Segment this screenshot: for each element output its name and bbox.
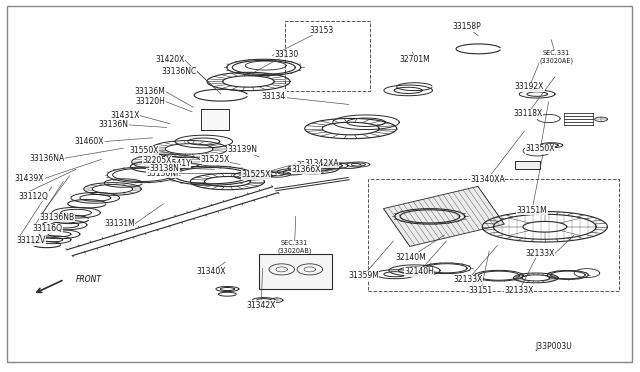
Text: 31541Y: 31541Y [163, 158, 191, 167]
Text: 33131M: 33131M [104, 219, 135, 228]
Text: 33192X: 33192X [515, 82, 544, 91]
Text: SEC.331
(33020AE): SEC.331 (33020AE) [540, 50, 573, 64]
Text: 33158P: 33158P [452, 22, 481, 31]
Text: 33134: 33134 [296, 161, 321, 170]
Text: 32205X: 32205X [143, 156, 172, 165]
Text: 33118X: 33118X [513, 109, 542, 118]
Text: 33138N: 33138N [150, 164, 179, 173]
FancyBboxPatch shape [200, 109, 228, 130]
Text: 33136NA: 33136NA [29, 154, 65, 163]
Text: 33134: 33134 [262, 92, 286, 101]
Text: 33151: 33151 [469, 286, 493, 295]
Text: 33136M: 33136M [134, 87, 166, 96]
Text: 31350X: 31350X [525, 144, 555, 153]
Text: 31525X: 31525X [200, 155, 229, 164]
Text: 33153: 33153 [310, 26, 334, 35]
Text: 31340X: 31340X [196, 267, 226, 276]
Text: 31340XA: 31340XA [470, 175, 505, 184]
Text: 31550X: 31550X [129, 146, 159, 155]
Text: 33139N: 33139N [227, 145, 257, 154]
Text: 32701M: 32701M [399, 55, 430, 64]
Text: 31342XA: 31342XA [304, 158, 339, 167]
FancyBboxPatch shape [259, 254, 332, 289]
Text: 31366X: 31366X [291, 165, 321, 174]
Text: 33112Q: 33112Q [19, 192, 49, 201]
Text: J33P003U: J33P003U [536, 341, 572, 350]
Text: 31359M: 31359M [348, 271, 379, 280]
Text: 31342X: 31342X [246, 301, 276, 310]
Text: 31525X: 31525X [241, 170, 271, 179]
Text: SEC.331
(33020AB): SEC.331 (33020AB) [277, 240, 312, 254]
Text: 33116Q: 33116Q [33, 224, 63, 233]
Text: 33112V: 33112V [17, 236, 46, 246]
Text: 33136N: 33136N [99, 121, 129, 129]
Text: 32140H: 32140H [404, 267, 434, 276]
Text: 33120H: 33120H [136, 97, 166, 106]
Text: FRONT: FRONT [76, 275, 102, 284]
Text: FRONT: FRONT [76, 275, 102, 284]
Text: 33151M: 33151M [516, 206, 547, 215]
Text: 32133X: 32133X [504, 286, 534, 295]
Text: 31460X: 31460X [75, 137, 104, 146]
Text: 33130: 33130 [275, 50, 299, 59]
Text: 32140M: 32140M [396, 253, 426, 262]
Polygon shape [383, 186, 504, 246]
FancyBboxPatch shape [515, 161, 540, 169]
Text: 32133X: 32133X [454, 275, 483, 284]
Text: 32133X: 32133X [525, 249, 555, 258]
Text: 33136NB: 33136NB [39, 213, 74, 222]
Text: 33136NC: 33136NC [161, 67, 196, 76]
Text: 33136NI: 33136NI [146, 169, 178, 177]
Text: 31431X: 31431X [111, 111, 140, 120]
Text: 31439X: 31439X [15, 174, 44, 183]
Text: 31420X: 31420X [156, 55, 184, 64]
